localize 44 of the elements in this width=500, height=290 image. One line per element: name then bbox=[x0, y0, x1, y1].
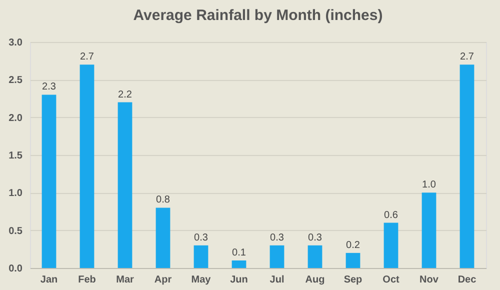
y-tick-label: 2.0 bbox=[8, 112, 23, 124]
y-tick-label: 1.5 bbox=[8, 150, 23, 162]
data-label: 2.7 bbox=[80, 52, 94, 63]
data-label: 1.0 bbox=[422, 180, 436, 191]
bar bbox=[308, 245, 322, 268]
x-tick-label: Feb bbox=[78, 274, 96, 286]
bar bbox=[460, 64, 474, 268]
y-tick-label: 3.0 bbox=[8, 38, 23, 48]
y-tick-label: 2.5 bbox=[8, 75, 23, 86]
data-label: 0.3 bbox=[308, 232, 322, 244]
data-label: 0.3 bbox=[270, 232, 284, 244]
bar bbox=[270, 245, 284, 268]
x-tick-label: Mar bbox=[116, 274, 134, 286]
data-label: 0.2 bbox=[346, 240, 360, 251]
x-tick-label: Jan bbox=[40, 274, 58, 286]
x-tick-label: Sep bbox=[344, 274, 362, 286]
x-tick-label: Aug bbox=[305, 274, 325, 286]
y-tick-label: 1.0 bbox=[8, 188, 23, 200]
x-tick-label: Oct bbox=[382, 274, 400, 286]
bar bbox=[156, 208, 170, 268]
x-tick-label: Jul bbox=[270, 274, 284, 286]
bar bbox=[42, 94, 56, 268]
x-tick-label: Jun bbox=[230, 274, 248, 286]
data-label: 2.3 bbox=[42, 82, 56, 93]
y-tick-label: 0.0 bbox=[8, 264, 23, 274]
data-label: 0.3 bbox=[194, 232, 208, 244]
bar bbox=[80, 64, 94, 268]
bar bbox=[346, 252, 360, 268]
bar bbox=[384, 222, 398, 268]
x-tick-label: Apr bbox=[154, 274, 172, 286]
y-tick-label: 0.5 bbox=[8, 226, 23, 237]
data-label: 2.7 bbox=[460, 52, 474, 63]
data-label: 2.2 bbox=[118, 89, 132, 100]
bar bbox=[194, 245, 208, 268]
x-tick-label: Dec bbox=[458, 274, 477, 286]
data-label: 0.8 bbox=[156, 194, 170, 206]
bar bbox=[232, 260, 246, 268]
bar bbox=[118, 102, 132, 268]
chart-title: Average Rainfall by Month (inches) bbox=[133, 7, 383, 24]
x-tick-label: May bbox=[191, 274, 212, 286]
bar bbox=[422, 192, 436, 268]
data-label: 0.6 bbox=[384, 210, 398, 221]
data-label: 0.1 bbox=[232, 247, 246, 258]
x-tick-label: Nov bbox=[420, 274, 439, 286]
